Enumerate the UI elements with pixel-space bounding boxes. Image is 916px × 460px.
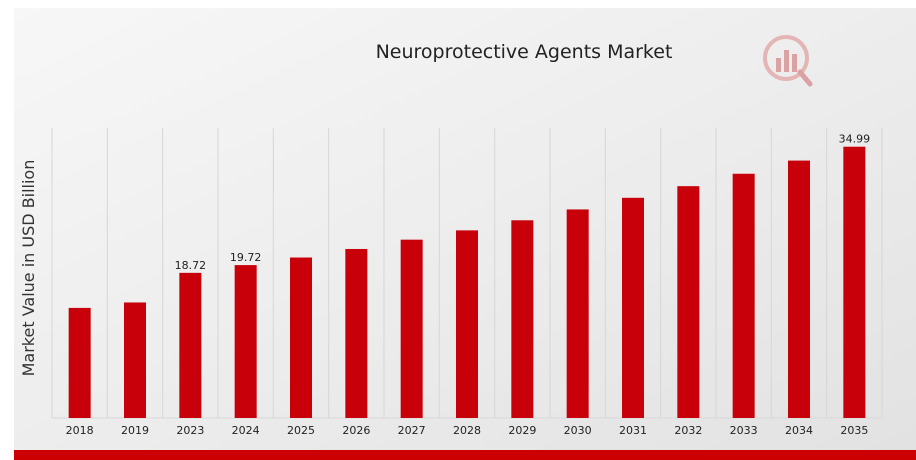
x-tick-label-2026: 2026 — [342, 424, 370, 437]
x-tick-labels: 2018 2019 2023 2024 2025 2026 2027 2028 2029 2030… — [66, 424, 869, 437]
bar-2033 — [732, 173, 755, 418]
data-label-2035: 34.99 — [839, 133, 871, 146]
bar-2027 — [400, 239, 423, 418]
x-tick-label-2024: 2024 — [232, 424, 260, 437]
chart-title: Neuroprotective Agents Market — [376, 41, 673, 63]
bar-2035 — [843, 146, 866, 418]
x-tick-label-2018: 2018 — [66, 424, 94, 437]
brand-logo — [763, 35, 813, 87]
x-tick-label-2031: 2031 — [619, 424, 647, 437]
y-axis-label: Market Value in USD Billion — [19, 160, 38, 377]
data-labels: 18.72 19.72 34.99 — [175, 133, 871, 272]
x-tick-label-2033: 2033 — [730, 424, 758, 437]
bar-2031 — [622, 197, 644, 418]
bottom-accent-bar — [14, 450, 916, 460]
x-tick-label-2025: 2025 — [287, 424, 315, 437]
data-label-2023: 18.72 — [175, 259, 207, 272]
x-tick-label-2023: 2023 — [176, 424, 204, 437]
x-tick-label-2030: 2030 — [564, 424, 592, 437]
x-tick-label-2019: 2019 — [121, 424, 149, 437]
bars — [68, 146, 866, 418]
bar-2018 — [68, 307, 91, 418]
bar-2029 — [511, 220, 534, 418]
x-tick-label-2029: 2029 — [508, 424, 536, 437]
bar-2032 — [677, 186, 700, 418]
data-label-2024: 19.72 — [230, 251, 262, 264]
x-tick-label-2035: 2035 — [840, 424, 868, 437]
bar-2023 — [179, 272, 202, 418]
x-tick-label-2032: 2032 — [674, 424, 702, 437]
x-tick-label-2034: 2034 — [785, 424, 813, 437]
x-tick-label-2028: 2028 — [453, 424, 481, 437]
x-tick-label-2027: 2027 — [398, 424, 426, 437]
bar-2028 — [456, 230, 478, 418]
bar-2030 — [566, 209, 589, 418]
bar-2034 — [788, 160, 810, 418]
bar-2019 — [124, 302, 146, 418]
bar-2024 — [234, 265, 257, 418]
bar-2026 — [345, 248, 368, 418]
bar-2025 — [290, 257, 312, 418]
grid — [51, 128, 883, 418]
